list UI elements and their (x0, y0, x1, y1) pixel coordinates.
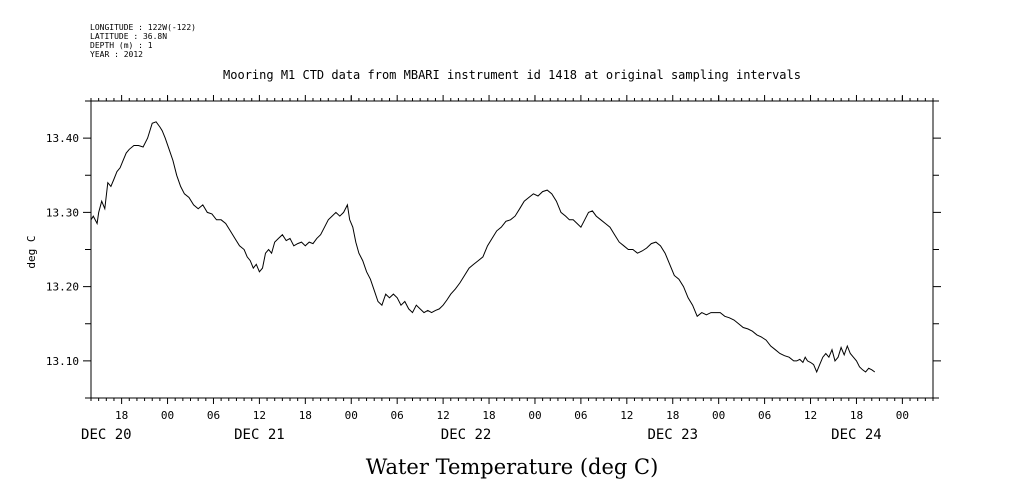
year-label: YEAR : 2012 (90, 50, 143, 59)
x-tick-label: 00 (161, 409, 174, 422)
plot-frame (90, 100, 934, 399)
x-tick-label: 12 (253, 409, 266, 422)
x-tick-label: 18 (666, 409, 679, 422)
latitude-label: LATITUDE : 36.8N (90, 32, 167, 41)
date-label: DEC 23 (647, 427, 698, 443)
x-tick-label: 00 (896, 409, 909, 422)
x-tick-label: 12 (804, 409, 817, 422)
date-label: DEC 24 (831, 427, 882, 443)
y-tick-labels: 13.10 13.20 13.30 13.40 (46, 132, 79, 368)
x-tick-labels: 18 00 06 12 18 00 06 12 18 00 06 12 18 00 06 12 18 00 (115, 409, 909, 422)
axis-ticks (83, 95, 941, 404)
depth-label: DEPTH (m) : 1 (90, 41, 153, 50)
x-tick-label: 18 (115, 409, 128, 422)
y-tick-label: 13.20 (46, 281, 79, 294)
x-tick-label: 00 (528, 409, 541, 422)
x-axis-label: Water Temperature (deg C) (366, 455, 659, 479)
x-tick-label: 06 (758, 409, 771, 422)
date-label: DEC 21 (234, 427, 285, 443)
chart-title: Mooring M1 CTD data from MBARI instrumen… (223, 68, 801, 82)
x-tick-label: 06 (207, 409, 220, 422)
temperature-line (90, 121, 876, 374)
x-tick-label: 12 (620, 409, 633, 422)
x-tick-label: 00 (712, 409, 725, 422)
y-axis-label: deg C (25, 235, 38, 268)
y-tick-label: 13.30 (46, 206, 79, 219)
date-label: DEC 20 (81, 427, 132, 443)
y-tick-label: 13.10 (46, 355, 79, 368)
x-tick-label: 00 (345, 409, 358, 422)
y-tick-label: 13.40 (46, 132, 79, 145)
x-tick-label: 18 (850, 409, 863, 422)
date-label: DEC 22 (441, 427, 492, 443)
longitude-label: LONGITUDE : 122W(-122) (90, 23, 196, 32)
x-tick-label: 18 (299, 409, 312, 422)
date-labels: DEC 20 DEC 21 DEC 22 DEC 23 DEC 24 (81, 427, 882, 443)
x-tick-label: 06 (574, 409, 587, 422)
x-tick-label: 12 (436, 409, 449, 422)
x-tick-label: 18 (482, 409, 495, 422)
x-tick-label: 06 (391, 409, 404, 422)
